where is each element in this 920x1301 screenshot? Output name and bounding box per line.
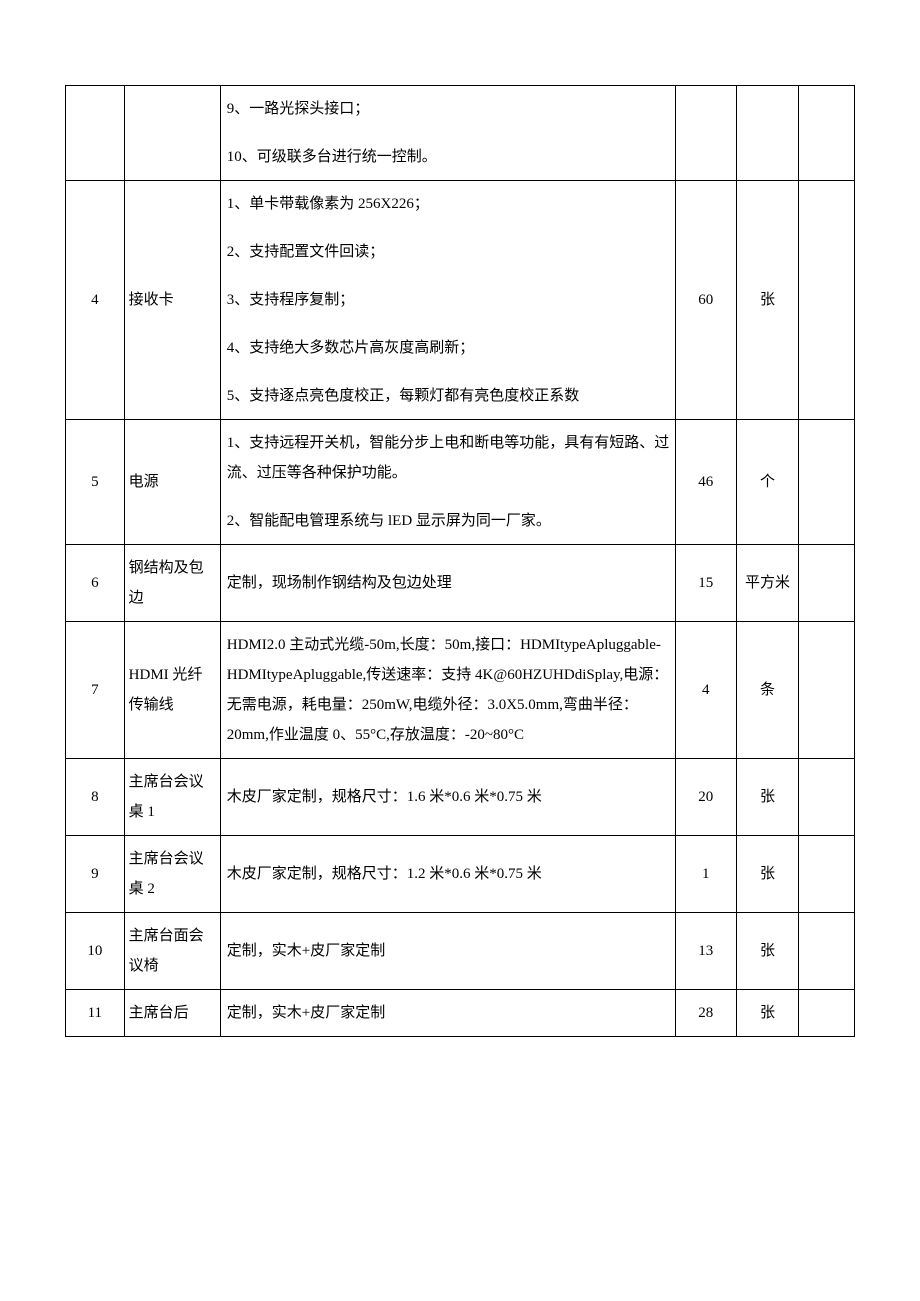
item-quantity: 20 [675, 759, 736, 836]
item-unit: 张 [736, 913, 799, 990]
item-name: 主席台会议桌 1 [124, 759, 220, 836]
row-number: 10 [66, 913, 125, 990]
table-row: 11主席台后定制，实木+皮厂家定制28张 [66, 990, 855, 1037]
row-number: 9 [66, 836, 125, 913]
item-name: 接收卡 [124, 181, 220, 420]
row-number: 11 [66, 990, 125, 1037]
table-row: 8主席台会议桌 1木皮厂家定制，规格尺寸：1.6 米*0.6 米*0.75 米2… [66, 759, 855, 836]
description-line: 木皮厂家定制，规格尺寸：1.6 米*0.6 米*0.75 米 [227, 782, 671, 812]
description-line: 5、支持逐点亮色度校正，每颗灯都有亮色度校正系数 [227, 381, 671, 411]
blank-cell [799, 420, 855, 545]
item-name: 主席台后 [124, 990, 220, 1037]
item-quantity: 60 [675, 181, 736, 420]
item-name: 主席台面会议椅 [124, 913, 220, 990]
item-quantity: 15 [675, 545, 736, 622]
item-description: 定制，实木+皮厂家定制 [220, 913, 675, 990]
description-line: 10、可级联多台进行统一控制。 [227, 142, 671, 172]
description-line: 2、智能配电管理系统与 lED 显示屏为同一厂家。 [227, 506, 671, 536]
blank-cell [799, 913, 855, 990]
item-name: 电源 [124, 420, 220, 545]
item-quantity: 13 [675, 913, 736, 990]
row-number: 7 [66, 622, 125, 759]
blank-cell [799, 836, 855, 913]
description-line: HDMI2.0 主动式光缆-50m,长度：50m,接口：HDMItypeAplu… [227, 630, 671, 750]
table-row: 7HDMI 光纤传输线HDMI2.0 主动式光缆-50m,长度：50m,接口：H… [66, 622, 855, 759]
item-description: 定制，现场制作钢结构及包边处理 [220, 545, 675, 622]
item-description: 1、支持远程开关机，智能分步上电和断电等功能，具有有短路、过流、过压等各种保护功… [220, 420, 675, 545]
item-unit: 个 [736, 420, 799, 545]
item-description: 1、单卡带载像素为 256X226； 2、支持配置文件回读； 3、支持程序复制； 4、… [220, 181, 675, 420]
description-line: 定制，现场制作钢结构及包边处理 [227, 568, 671, 598]
item-quantity: 4 [675, 622, 736, 759]
table-body: 9、一路光探头接口；10、可级联多台进行统一控制。4接收卡1、单卡带载像素为 2… [66, 86, 855, 1037]
blank-cell [799, 622, 855, 759]
item-description: 木皮厂家定制，规格尺寸：1.6 米*0.6 米*0.75 米 [220, 759, 675, 836]
description-line: 3、支持程序复制； [227, 285, 671, 315]
description-line: 1、支持远程开关机，智能分步上电和断电等功能，具有有短路、过流、过压等各种保护功… [227, 428, 671, 488]
item-unit: 张 [736, 990, 799, 1037]
item-unit: 张 [736, 181, 799, 420]
description-line: 1、单卡带载像素为 256X226； [227, 189, 671, 219]
description-line: 定制，实木+皮厂家定制 [227, 998, 671, 1028]
row-number: 5 [66, 420, 125, 545]
item-description: HDMI2.0 主动式光缆-50m,长度：50m,接口：HDMItypeAplu… [220, 622, 675, 759]
item-quantity: 28 [675, 990, 736, 1037]
description-line: 9、一路光探头接口； [227, 94, 671, 124]
table-row: 4接收卡1、单卡带载像素为 256X226； 2、支持配置文件回读； 3、支持程序复… [66, 181, 855, 420]
spec-table: 9、一路光探头接口；10、可级联多台进行统一控制。4接收卡1、单卡带载像素为 2… [65, 85, 855, 1037]
row-number [66, 86, 125, 181]
table-row: 10主席台面会议椅定制，实木+皮厂家定制13张 [66, 913, 855, 990]
item-description: 9、一路光探头接口； 10、可级联多台进行统一控制。 [220, 86, 675, 181]
item-unit: 平方米 [736, 545, 799, 622]
description-line: 木皮厂家定制，规格尺寸：1.2 米*0.6 米*0.75 米 [227, 859, 671, 889]
item-quantity: 1 [675, 836, 736, 913]
table-row: 6钢结构及包边定制，现场制作钢结构及包边处理15平方米 [66, 545, 855, 622]
item-name: HDMI 光纤传输线 [124, 622, 220, 759]
description-line: 定制，实木+皮厂家定制 [227, 936, 671, 966]
item-description: 定制，实木+皮厂家定制 [220, 990, 675, 1037]
item-name: 钢结构及包边 [124, 545, 220, 622]
table-row: 5电源1、支持远程开关机，智能分步上电和断电等功能，具有有短路、过流、过压等各种… [66, 420, 855, 545]
item-unit: 张 [736, 836, 799, 913]
blank-cell [799, 990, 855, 1037]
item-name [124, 86, 220, 181]
item-unit: 条 [736, 622, 799, 759]
item-description: 木皮厂家定制，规格尺寸：1.2 米*0.6 米*0.75 米 [220, 836, 675, 913]
row-number: 8 [66, 759, 125, 836]
item-unit [736, 86, 799, 181]
blank-cell [799, 759, 855, 836]
item-quantity [675, 86, 736, 181]
blank-cell [799, 86, 855, 181]
blank-cell [799, 545, 855, 622]
table-row: 9主席台会议桌 2木皮厂家定制，规格尺寸：1.2 米*0.6 米*0.75 米1… [66, 836, 855, 913]
row-number: 6 [66, 545, 125, 622]
item-quantity: 46 [675, 420, 736, 545]
table-row: 9、一路光探头接口； 10、可级联多台进行统一控制。 [66, 86, 855, 181]
blank-cell [799, 181, 855, 420]
description-line: 2、支持配置文件回读； [227, 237, 671, 267]
item-name: 主席台会议桌 2 [124, 836, 220, 913]
item-unit: 张 [736, 759, 799, 836]
row-number: 4 [66, 181, 125, 420]
description-line: 4、支持绝大多数芯片高灰度高刷新； [227, 333, 671, 363]
